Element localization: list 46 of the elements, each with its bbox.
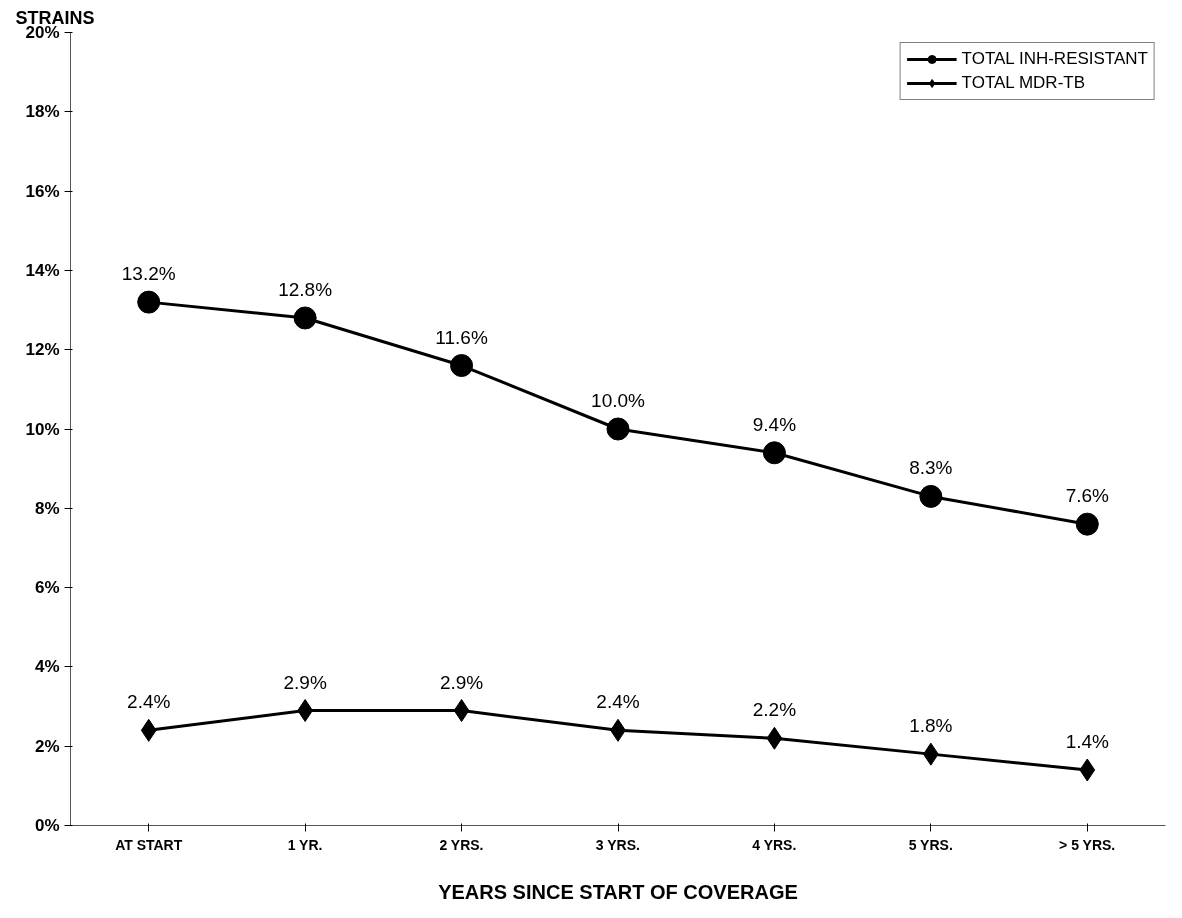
data-label: 12.8% (278, 278, 333, 300)
point (450, 354, 474, 378)
x-axis-title: YEARS SINCE START OF COVERAGE (438, 880, 798, 903)
y-tick-label: 6% (34, 578, 60, 598)
y-tick-label: 16% (25, 181, 60, 201)
data-label: 2.4% (127, 691, 171, 713)
x-tick-label: > 5 YRS. (1059, 836, 1116, 853)
data-label: 1.4% (1065, 730, 1110, 752)
data-label: 8.3% (909, 457, 953, 479)
data-label: 2.4% (596, 691, 640, 713)
point (606, 417, 630, 441)
data-label: 2.9% (283, 671, 327, 693)
data-label: 13.2% (121, 263, 176, 285)
data-label: 9.4% (752, 413, 797, 435)
y-tick-label: 20% (25, 23, 60, 42)
data-label: 2.9% (439, 671, 484, 693)
y-tick-label: 12% (25, 340, 60, 360)
data-label: 10.0% (591, 390, 646, 411)
legend-label: TOTAL MDR-TB (961, 73, 1086, 93)
data-label: 2.2% (752, 699, 797, 721)
data-label: 7.6% (1065, 485, 1110, 507)
y-tick-label: 10% (25, 419, 60, 439)
x-tick-label: 3 YRS. (595, 836, 640, 853)
point (137, 290, 161, 314)
y-tick-label: 8% (34, 498, 60, 518)
point (1075, 512, 1099, 536)
point (140, 718, 157, 742)
data-label: 1.8% (909, 715, 953, 737)
x-tick-label: 4 YRS. (752, 836, 797, 853)
point (766, 726, 783, 750)
x-tick-label: 2 YRS. (439, 836, 484, 853)
point (919, 484, 943, 508)
legend-label: TOTAL INH-RESISTANT (961, 49, 1148, 69)
point (762, 441, 786, 465)
y-tick-label: 14% (25, 260, 60, 280)
y-tick-label: 4% (34, 657, 60, 677)
point (1079, 758, 1096, 782)
x-tick-label: AT START (115, 836, 183, 853)
point (453, 699, 470, 723)
data-label: 11.6% (435, 326, 488, 348)
x-tick-label: 5 YRS. (908, 836, 953, 853)
y-tick-label: 18% (25, 102, 60, 122)
y-tick-label: 2% (34, 736, 60, 756)
y-tick-label: 0% (34, 816, 60, 835)
point (293, 306, 317, 330)
x-tick-label: 1 YR. (287, 836, 323, 853)
